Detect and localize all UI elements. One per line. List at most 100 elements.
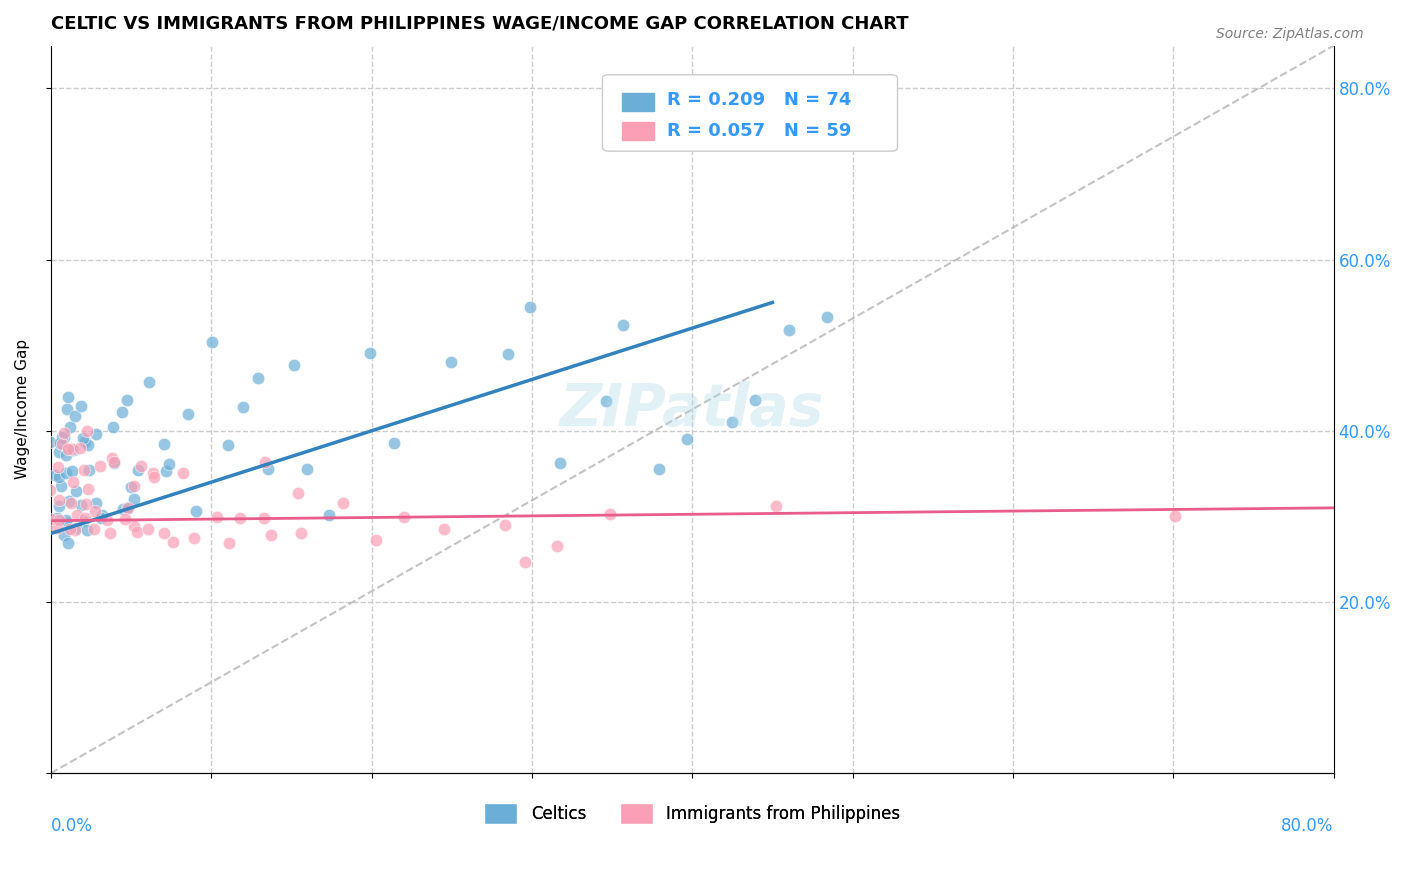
Point (103, 455, 125, 469)
Point (142, 467, 165, 481)
Text: R = 0.057   N = 59: R = 0.057 N = 59 (666, 122, 851, 140)
Point (55, 448, 77, 462)
Point (765, 500, 787, 514)
Point (48, 513, 70, 527)
Point (112, 502, 135, 516)
Point (51, 430, 73, 444)
Point (143, 470, 166, 484)
Point (122, 479, 145, 493)
Point (138, 523, 160, 537)
Point (433, 522, 456, 536)
Point (778, 323, 800, 337)
Point (318, 508, 340, 522)
Point (157, 457, 180, 471)
Point (494, 518, 516, 533)
Point (648, 461, 671, 475)
Point (100, 525, 122, 540)
FancyBboxPatch shape (602, 75, 897, 151)
Point (440, 355, 463, 369)
Point (48, 470, 70, 484)
Point (186, 504, 208, 518)
Point (122, 492, 145, 507)
Point (364, 533, 387, 548)
Point (63, 409, 86, 423)
Legend: Celtics, Immigrants from Philippines: Celtics, Immigrants from Philippines (478, 797, 907, 830)
Point (201, 334, 224, 349)
Point (117, 501, 139, 516)
Point (744, 393, 766, 408)
Point (56, 442, 79, 457)
Point (76, 523, 98, 537)
Point (49, 436, 72, 450)
Point (115, 500, 138, 515)
Point (77, 438, 100, 452)
Point (260, 528, 283, 542)
Point (48, 493, 70, 508)
Point (287, 485, 309, 500)
Point (56, 516, 79, 531)
Point (290, 526, 312, 541)
Point (60, 464, 83, 478)
Point (177, 407, 200, 421)
Point (84, 427, 107, 442)
Point (63, 523, 86, 537)
Point (253, 511, 276, 525)
Point (84, 504, 107, 518)
Point (162, 534, 184, 549)
Bar (621, 93, 654, 112)
Point (65, 521, 87, 535)
Text: Source: ZipAtlas.com: Source: ZipAtlas.com (1216, 27, 1364, 41)
Point (39, 483, 62, 497)
Point (720, 415, 742, 429)
Point (359, 345, 381, 359)
Point (246, 370, 269, 384)
Text: R = 0.209   N = 74: R = 0.209 N = 74 (666, 91, 851, 109)
Point (117, 392, 139, 407)
Point (155, 464, 177, 478)
Point (46, 460, 69, 475)
Point (75, 511, 97, 525)
Point (217, 438, 239, 452)
Point (153, 436, 176, 450)
Point (72, 514, 94, 528)
Point (66, 508, 89, 523)
Point (73, 435, 96, 450)
Point (75, 497, 97, 511)
Point (125, 524, 148, 539)
Point (46, 521, 69, 535)
Point (513, 555, 536, 569)
Point (394, 509, 416, 524)
Text: CELTIC VS IMMIGRANTS FROM PHILIPPINES WAGE/INCOME GAP CORRELATION CHART: CELTIC VS IMMIGRANTS FROM PHILIPPINES WA… (51, 15, 908, 33)
Point (283, 358, 305, 372)
Point (39, 434, 62, 449)
Point (384, 436, 406, 450)
Point (55, 467, 77, 481)
Point (58, 494, 80, 508)
Point (58, 420, 80, 434)
Point (45, 511, 67, 525)
Point (152, 526, 174, 541)
Point (84, 496, 107, 510)
Point (48, 499, 70, 513)
Y-axis label: Wage/Income Gap: Wage/Income Gap (15, 339, 30, 480)
Point (332, 495, 354, 509)
Point (44, 467, 66, 482)
Point (51, 437, 73, 451)
Point (52, 429, 75, 443)
Point (56, 390, 79, 404)
Point (52, 528, 75, 542)
Point (59, 496, 82, 510)
Point (205, 510, 228, 524)
Point (114, 512, 136, 526)
Point (53, 425, 76, 440)
Point (122, 518, 145, 533)
Point (232, 400, 254, 414)
Point (599, 507, 621, 521)
Point (1164, 508, 1187, 523)
Point (59, 523, 82, 537)
Point (65, 484, 87, 499)
Point (55, 513, 77, 527)
Point (62, 442, 84, 457)
Point (547, 539, 569, 553)
Point (120, 480, 142, 494)
